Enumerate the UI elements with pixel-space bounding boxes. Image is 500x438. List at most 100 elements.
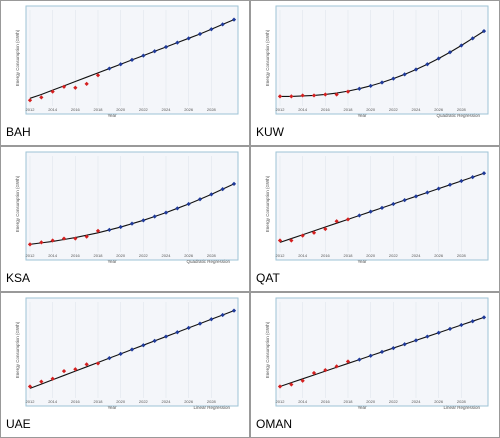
data-point bbox=[197, 197, 203, 202]
panel: 2012 2014 2016 2018 2020 2022 2024 2026 2028 Year… bbox=[0, 0, 250, 146]
data-point bbox=[141, 53, 146, 58]
x-tick-label: 2012 bbox=[26, 253, 36, 258]
plot-frame bbox=[25, 297, 239, 407]
x-tick-label: 2028 bbox=[207, 399, 217, 404]
data-point bbox=[27, 98, 33, 103]
x-tick-label: 2016 bbox=[71, 107, 81, 112]
data-point bbox=[391, 76, 396, 81]
data-point bbox=[379, 349, 385, 355]
panel-title: KUW bbox=[256, 125, 285, 139]
x-tick-label: 2012 bbox=[276, 399, 286, 404]
data-point bbox=[197, 31, 203, 37]
data-point bbox=[50, 376, 55, 381]
panel: 2012 2014 2016 2018 2020 2022 2024 2026 2028 Year… bbox=[250, 292, 500, 438]
x-tick-label: 2024 bbox=[412, 399, 422, 404]
data-point bbox=[129, 221, 135, 226]
panel: 2012 2014 2016 2018 2020 2022 2024 2026 2028 Year… bbox=[250, 146, 500, 292]
data-point bbox=[231, 181, 237, 186]
data-point bbox=[459, 178, 464, 184]
plot-frame bbox=[275, 5, 489, 115]
x-tick-label: 2024 bbox=[412, 107, 422, 112]
x-axis-label: Year bbox=[107, 259, 117, 264]
data-point bbox=[73, 367, 78, 372]
x-tick-label: 2018 bbox=[344, 253, 354, 258]
x-axis-label: Year bbox=[107, 113, 117, 118]
x-tick-label: 2018 bbox=[344, 399, 354, 404]
x-tick-label: 2028 bbox=[457, 399, 467, 404]
data-point bbox=[470, 319, 475, 324]
y-axis-label: Energy Consumption (GWh) bbox=[265, 321, 270, 378]
x-tick-label: 2016 bbox=[321, 107, 331, 112]
data-point bbox=[334, 219, 339, 224]
data-point bbox=[163, 210, 169, 215]
x-tick-label: 2020 bbox=[366, 107, 376, 112]
data-point bbox=[50, 89, 55, 94]
data-point bbox=[39, 379, 44, 384]
x-tick-label: 2024 bbox=[412, 253, 422, 258]
data-point bbox=[289, 94, 294, 99]
panel-title: KSA bbox=[6, 271, 30, 285]
x-tick-label: 2022 bbox=[389, 399, 399, 404]
data-point bbox=[300, 93, 305, 98]
x-tick-label: 2026 bbox=[184, 107, 194, 112]
x-tick-label: 2018 bbox=[94, 107, 104, 112]
x-tick-label: 2016 bbox=[321, 253, 331, 258]
data-point bbox=[425, 62, 430, 67]
data-point bbox=[402, 198, 407, 203]
x-tick-label: 2026 bbox=[434, 399, 444, 404]
x-axis-label: Year bbox=[107, 405, 117, 410]
x-tick-label: 2012 bbox=[276, 253, 286, 258]
data-point bbox=[459, 322, 464, 328]
data-point bbox=[61, 236, 67, 241]
x-tick-label: 2024 bbox=[162, 253, 172, 258]
data-point bbox=[73, 236, 78, 241]
panel-title: OMAN bbox=[256, 417, 292, 431]
plot-frame bbox=[25, 151, 239, 261]
x-tick-label: 2016 bbox=[321, 399, 331, 404]
data-point bbox=[357, 213, 362, 218]
data-point bbox=[334, 364, 339, 369]
data-point bbox=[197, 321, 203, 326]
data-point bbox=[95, 228, 101, 234]
x-tick-label: 2022 bbox=[139, 399, 149, 404]
panel: 2012 2014 2016 2018 2020 2022 2024 2026 2028 Year… bbox=[0, 292, 250, 438]
x-tick-label: 2028 bbox=[457, 107, 467, 112]
x-tick-label: 2024 bbox=[162, 399, 172, 404]
x-tick-label: 2012 bbox=[26, 107, 36, 112]
x-tick-label: 2018 bbox=[344, 107, 354, 112]
y-axis-label: Energy Consumption (GWh) bbox=[265, 175, 270, 232]
data-point bbox=[470, 36, 475, 41]
data-point bbox=[129, 57, 135, 63]
data-point bbox=[220, 186, 225, 192]
data-point bbox=[163, 44, 169, 50]
data-point bbox=[118, 224, 123, 230]
data-point bbox=[436, 330, 441, 335]
x-tick-label: 2028 bbox=[207, 107, 217, 112]
x-tick-label: 2022 bbox=[139, 253, 149, 258]
data-point bbox=[95, 73, 101, 78]
data-point bbox=[334, 92, 339, 97]
panel: 2012 2014 2016 2018 2020 2022 2024 2026 2028 Year… bbox=[250, 0, 500, 146]
x-tick-label: 2020 bbox=[366, 399, 376, 404]
data-point bbox=[39, 95, 44, 100]
data-point bbox=[209, 192, 214, 197]
data-point bbox=[107, 227, 112, 233]
x-tick-label: 2020 bbox=[116, 253, 126, 258]
data-point bbox=[118, 62, 123, 67]
data-point bbox=[50, 238, 55, 243]
data-point bbox=[470, 174, 475, 180]
x-tick-label: 2016 bbox=[71, 253, 81, 258]
y-axis-label: Energy Consumption (GWh) bbox=[15, 29, 20, 86]
data-point bbox=[311, 230, 317, 235]
x-tick-label: 2020 bbox=[366, 253, 376, 258]
data-point bbox=[175, 330, 180, 335]
data-point bbox=[107, 66, 112, 71]
y-axis-label: Energy Consumption (GWh) bbox=[15, 321, 20, 378]
x-tick-label: 2024 bbox=[162, 107, 172, 112]
data-point bbox=[61, 84, 67, 89]
panel-title: QAT bbox=[256, 271, 280, 285]
data-point bbox=[27, 384, 33, 389]
x-tick-label: 2026 bbox=[434, 107, 444, 112]
